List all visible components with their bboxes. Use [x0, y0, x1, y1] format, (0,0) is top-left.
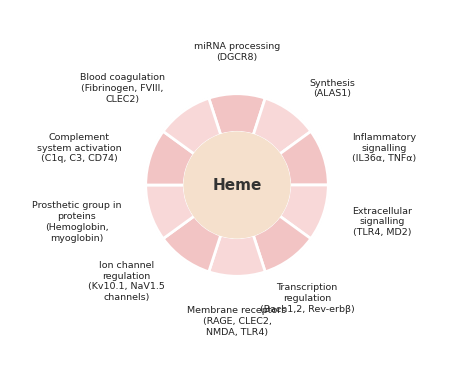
Wedge shape	[280, 185, 328, 239]
Text: Heme: Heme	[212, 178, 262, 192]
Wedge shape	[209, 235, 265, 276]
Wedge shape	[253, 98, 311, 154]
Text: Blood coagulation
(Fibrinogen, FVIII,
CLEC2): Blood coagulation (Fibrinogen, FVIII, CL…	[80, 73, 165, 104]
Text: Ion channel
regulation
(Kv10.1, NaV1.5
channels): Ion channel regulation (Kv10.1, NaV1.5 c…	[88, 261, 165, 302]
Text: Membrane receptors
(RAGE, CLEC2,
NMDA, TLR4): Membrane receptors (RAGE, CLEC2, NMDA, T…	[187, 306, 287, 337]
Wedge shape	[163, 216, 221, 272]
Wedge shape	[209, 94, 265, 135]
Text: Inflammatory
signalling
(IL36α, TNFα): Inflammatory signalling (IL36α, TNFα)	[352, 133, 417, 164]
Wedge shape	[163, 98, 221, 154]
Circle shape	[184, 132, 290, 238]
Text: miRNA processing
(DGCR8): miRNA processing (DGCR8)	[194, 43, 280, 62]
Wedge shape	[253, 216, 311, 272]
Text: Transcription
regulation
(Bach1,2, Rev-erbβ): Transcription regulation (Bach1,2, Rev-e…	[260, 283, 355, 314]
Text: Extracellular
signalling
(TLR4, MD2): Extracellular signalling (TLR4, MD2)	[352, 206, 412, 237]
Circle shape	[146, 94, 328, 276]
Wedge shape	[146, 185, 194, 239]
Text: Prosthetic group in
proteins
(Hemoglobin,
myoglobin): Prosthetic group in proteins (Hemoglobin…	[32, 201, 122, 242]
Wedge shape	[146, 131, 194, 185]
Text: Synthesis
(ALAS1): Synthesis (ALAS1)	[309, 78, 355, 98]
Wedge shape	[280, 131, 328, 185]
Text: Complement
system activation
(C1q, C3, CD74): Complement system activation (C1q, C3, C…	[37, 133, 122, 164]
Circle shape	[184, 132, 290, 238]
